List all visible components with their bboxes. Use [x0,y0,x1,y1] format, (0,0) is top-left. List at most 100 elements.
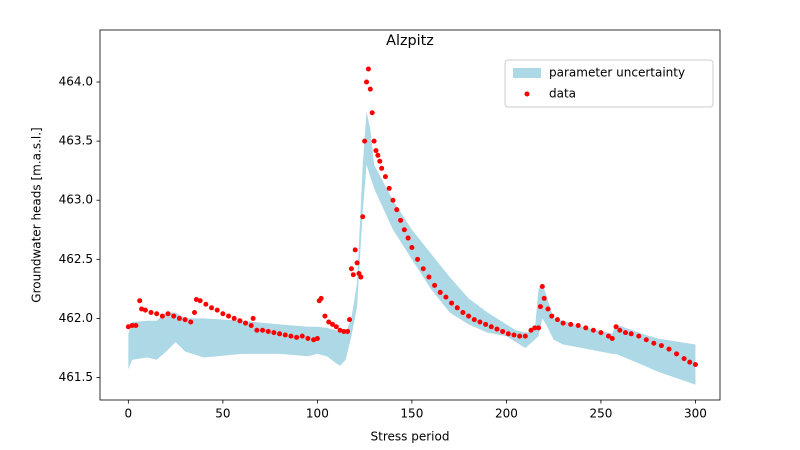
data-point [125,324,131,330]
data-point [549,313,555,319]
data-point [460,310,466,316]
data-point [651,340,657,346]
chart-title: Alzpitz [386,33,434,49]
y-axis-label: Groundwater heads [m.a.s.l.] [30,127,44,302]
data-point [362,138,368,144]
data-point [243,320,249,326]
x-tick-label: 150 [400,407,423,421]
data-point [536,325,542,331]
data-point [554,317,560,323]
data-point [148,310,154,316]
data-point [214,307,220,313]
data-point [288,333,294,339]
x-tick-label: 300 [684,407,707,421]
data-point [375,152,381,158]
data-point [154,311,160,317]
data-point [488,324,494,330]
data-point [590,327,596,333]
data-point [347,317,353,323]
data-point [341,328,347,334]
data-point [282,332,288,338]
data-point [354,260,360,266]
data-point [681,356,687,362]
data-point [248,323,254,329]
data-point [250,315,256,321]
legend-box [504,59,714,108]
data-point [500,328,506,334]
data-point [192,310,198,316]
data-point [386,185,392,191]
data-point [617,327,623,333]
data-point [666,346,672,352]
data-point [188,319,194,325]
data-point [330,321,335,327]
data-point [176,315,182,321]
data-point [426,274,432,280]
data-point [528,327,534,333]
data-point [687,359,693,365]
data-point [371,138,377,144]
data-point [505,331,511,337]
data-point [333,324,339,330]
data-point [348,266,354,272]
data-point [636,333,642,339]
data-point [193,297,199,303]
data-point [390,197,396,203]
x-tick-label: 200 [495,407,518,421]
data-point [613,324,619,330]
y-tick-label: 463.5 [59,134,93,148]
data-point [443,294,449,300]
y-tick-label: 463.0 [59,193,93,207]
plot-frame [99,29,721,401]
data-point [305,336,311,342]
data-point [260,327,266,333]
data-point [394,207,400,213]
data-point [277,331,283,337]
data-point [398,217,404,223]
x-tick-label: 50 [215,407,230,421]
data-point [369,110,375,116]
data-point [409,245,415,251]
data-point [437,289,443,295]
y-tick-label: 464.0 [59,75,93,89]
data-point [643,337,649,343]
legend-swatch [513,68,541,78]
data-point [568,321,574,327]
data-point [483,321,489,327]
data-point [220,311,226,317]
data-point [299,333,305,339]
data-point [622,330,628,336]
data-point [294,334,300,340]
data-point [692,362,698,368]
data-point [182,317,188,323]
y-tick-label: 461.5 [59,370,93,384]
data-point [674,351,680,357]
data-point [379,165,385,171]
data-point [373,148,379,154]
data-point [598,330,604,336]
data-point [609,336,615,342]
data-point [226,313,232,319]
data-point [382,174,388,180]
data-point [137,298,143,304]
data-point [537,304,543,310]
data-point [545,306,551,312]
x-tick-label: 0 [125,407,133,421]
data-point [364,79,370,85]
data-point [352,247,358,253]
data-point [466,313,472,319]
data-point [322,313,328,319]
data-point [583,325,589,331]
data-point [454,305,460,311]
data-point [314,336,320,342]
data-point [405,235,411,241]
data-point [139,306,145,312]
data-point [365,66,371,72]
data-point [350,272,356,278]
data-point [605,333,611,339]
data-point [165,311,171,317]
data-point [560,320,566,326]
data-point [415,256,421,262]
data-point [539,284,545,290]
x-tick-label: 250 [589,407,612,421]
